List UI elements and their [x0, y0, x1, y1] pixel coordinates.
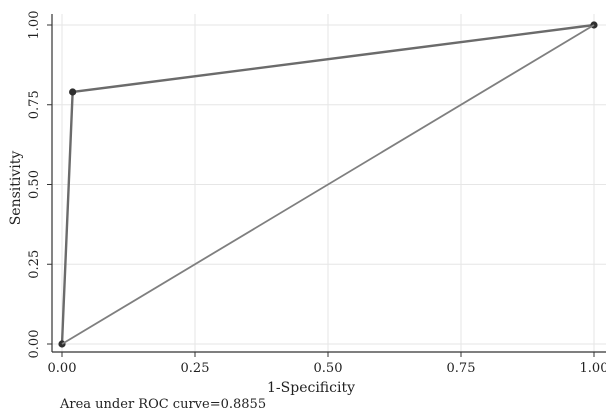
grid-lines: [52, 14, 606, 352]
x-tick-label: 1.00: [580, 361, 606, 376]
roc-point: [69, 88, 77, 96]
series-layer: [58, 21, 598, 348]
x-tick-label: 0.75: [447, 361, 476, 376]
y-tick-label: 0.75: [27, 90, 42, 119]
y-tick-label: 1.00: [27, 11, 42, 40]
y-axis-title: Sensitivity: [8, 151, 24, 226]
x-axis: 0.00 0.25 0.50 0.75 1.00: [48, 352, 606, 376]
x-tick-label: 0.00: [48, 361, 77, 376]
plot-frame: [51, 14, 606, 353]
auc-annotation: Area under ROC curve=0.8855: [59, 397, 266, 412]
y-tick-label: 0.50: [27, 170, 42, 199]
x-tick-label: 0.50: [314, 361, 343, 376]
x-tick-label: 0.25: [181, 361, 210, 376]
y-axis: 0.00 0.25 0.50 0.75 1.00: [27, 11, 52, 359]
x-axis-title: 1-Specificity: [267, 380, 355, 396]
reference-line: [61, 24, 595, 345]
y-tick-label: 0.00: [27, 330, 42, 359]
y-tick-label: 0.25: [27, 250, 42, 279]
